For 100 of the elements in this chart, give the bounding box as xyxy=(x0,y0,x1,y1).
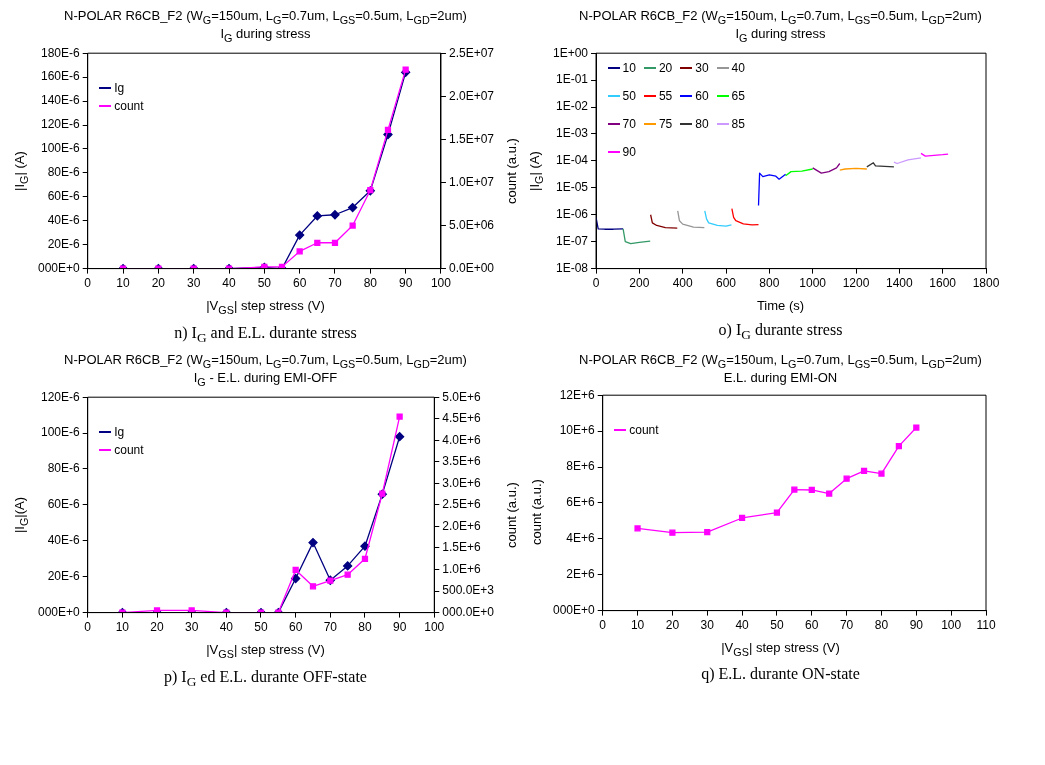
y-tick-label: 20E-6 xyxy=(47,237,80,252)
x-tick-label: 30 xyxy=(184,620,199,635)
y-tick-label: 000E+0 xyxy=(37,261,80,276)
legend-label: 30 xyxy=(695,61,709,76)
x-tick-label: 1200 xyxy=(842,276,870,291)
x-tick-label: 90 xyxy=(909,617,923,632)
x-tick-label: 80 xyxy=(363,276,377,291)
x-tick-label: 400 xyxy=(672,276,693,291)
legend-label: 60 xyxy=(695,89,709,104)
x-tick-label: 200 xyxy=(628,276,650,291)
y2-tick-label: 3.0E+6 xyxy=(441,475,481,490)
y2-tick-label: 1.5E+6 xyxy=(441,540,481,555)
x-tick-label: 1800 xyxy=(972,276,1000,291)
y2-tick-label: 2.0E+07 xyxy=(448,88,494,103)
chart-subtitle: I$_{G}$ during stress xyxy=(219,25,312,44)
y-tick-label: 180E-6 xyxy=(40,45,80,60)
y-tick-label: 20E-6 xyxy=(47,569,80,584)
x-tick-label: 20 xyxy=(151,276,165,291)
legend-label: 65 xyxy=(731,89,745,104)
legend-label: count xyxy=(629,422,659,437)
y-tick-label: 1E-03 xyxy=(555,126,588,141)
legend-label: 50 xyxy=(622,89,636,104)
x-tick-label: 100 xyxy=(430,276,451,291)
y-tick-label: 1E-01 xyxy=(555,72,588,87)
x-tick-label: 60 xyxy=(292,276,307,291)
chart-title: N-POLAR R6CB_F2 (W$_{G}$=150um, L$_{G}$=0.7um, L$_{GS}$=0.5um, L$_{GD}$=2um) xyxy=(579,8,982,26)
legend-label: Ig xyxy=(114,425,125,440)
x-tick-label: 60 xyxy=(804,617,819,632)
legend-label: 85 xyxy=(731,117,745,132)
x-tick-label: 30 xyxy=(700,617,714,632)
y-tick-label: 1E-08 xyxy=(555,261,588,276)
x-tick-label: 70 xyxy=(839,617,854,632)
x-tick-label: 100 xyxy=(940,617,961,632)
y-tick-label: 2E+6 xyxy=(565,566,595,581)
y-axis-title: count (a.u.) xyxy=(528,479,543,545)
y2-tick-label: 4.0E+6 xyxy=(441,432,481,447)
y2-axis-title: count (a.u.) xyxy=(503,481,518,548)
legend-label: Ig xyxy=(114,81,125,96)
y2-tick-label: 5.0E+06 xyxy=(448,218,494,233)
y-tick-label: 1E-04 xyxy=(555,153,588,168)
chart-title: N-POLAR R6CB_F2 (W$_{G}$=150um, L$_{G}$=0.7um, L$_{GS}$=0.5um, L$_{GD}$=2um) xyxy=(64,8,467,26)
y2-tick-label: 1.0E+07 xyxy=(448,174,494,189)
x-tick-label: 10 xyxy=(115,620,129,635)
y-tick-label: 8E+6 xyxy=(565,458,595,473)
legend-label: 10 xyxy=(622,61,636,76)
legend-label: 55 xyxy=(658,89,673,104)
y-tick-label: 1E-07 xyxy=(555,234,588,249)
y2-tick-label: 3.5E+6 xyxy=(441,454,481,469)
legend-label: 80 xyxy=(695,117,709,132)
x-tick-label: 60 xyxy=(288,620,303,635)
y-tick-label: 1E-02 xyxy=(555,99,588,114)
x-tick-label: 10 xyxy=(115,276,130,291)
y2-tick-label: 000.0E+0 xyxy=(441,605,494,620)
chart-subtitle: E.L. during EMI-ON xyxy=(722,369,839,385)
text: q) E.L. durante ON-state xyxy=(700,665,861,684)
y-tick-label: 000E+0 xyxy=(37,605,80,620)
x-axis-title: |V$_{GS}$| step stress (V) xyxy=(720,639,841,658)
x-tick-label: 80 xyxy=(357,620,372,635)
x-tick-label: 110 xyxy=(975,617,996,632)
y-tick-label: 140E-6 xyxy=(40,93,80,108)
y-tick-label: 1E+00 xyxy=(552,45,588,60)
y-tick-label: 120E-6 xyxy=(40,117,80,132)
y2-tick-label: 2.5E+07 xyxy=(448,45,494,60)
legend-label: 20 xyxy=(658,61,673,76)
x-tick-label: 20 xyxy=(665,617,679,632)
x-tick-label: 600 xyxy=(715,276,736,291)
x-tick-label: 20 xyxy=(149,620,164,635)
x-axis-title: Time (s) xyxy=(755,298,806,314)
y-tick-label: 60E-6 xyxy=(47,497,80,512)
x-tick-label: 30 xyxy=(186,276,201,291)
y-tick-label: 12E+6 xyxy=(559,387,595,402)
y-tick-label: 40E-6 xyxy=(47,533,80,548)
x-tick-label: 0 xyxy=(83,276,91,291)
text: o) I$_{G}$ durante stress xyxy=(717,321,844,344)
y2-tick-label: 500.0E+3 xyxy=(441,583,494,598)
x-tick-label: 10 xyxy=(630,617,645,632)
x-tick-label: 1400 xyxy=(885,276,913,291)
y-tick-label: 60E-6 xyxy=(47,189,80,204)
x-tick-label: 90 xyxy=(398,276,413,291)
chart-subtitle: I$_{G}$ during stress xyxy=(734,25,827,44)
y2-tick-label: 1.5E+07 xyxy=(448,131,494,146)
x-tick-label: 40 xyxy=(734,617,749,632)
chart-title: N-POLAR R6CB_F2 (W$_{G}$=150um, L$_{G}$=0.7um, L$_{GS}$=0.5um, L$_{GD}$=2um) xyxy=(579,351,982,370)
x-tick-label: 50 xyxy=(253,620,268,635)
legend-label: 75 xyxy=(658,117,673,132)
y-tick-label: 4E+6 xyxy=(565,530,595,545)
legend-label: count xyxy=(114,443,144,458)
legend-label: 90 xyxy=(622,145,636,160)
x-tick-label: 0 xyxy=(83,620,91,635)
chart-title: N-POLAR R6CB_F2 (W$_{G}$=150um, L$_{G}$=0.7um, L$_{GS}$=0.5um, L$_{GD}$=2um) xyxy=(64,351,467,370)
x-axis-title: |V$_{GS}$| step stress (V) xyxy=(205,298,326,316)
x-tick-label: 50 xyxy=(769,617,784,632)
text: p) I$_{G}$ ed E.L. durante OFF-state xyxy=(163,667,368,690)
x-tick-label: 40 xyxy=(221,276,236,291)
y-tick-label: 000E+0 xyxy=(552,602,595,617)
y-tick-label: 1E-05 xyxy=(555,180,588,195)
y2-tick-label: 4.5E+6 xyxy=(441,411,481,426)
legend-label: count xyxy=(114,99,144,114)
chart-subtitle: I$_{G}$ - E.L. during EMI-OFF xyxy=(192,369,339,388)
y2-tick-label: 0.0E+00 xyxy=(448,261,494,276)
